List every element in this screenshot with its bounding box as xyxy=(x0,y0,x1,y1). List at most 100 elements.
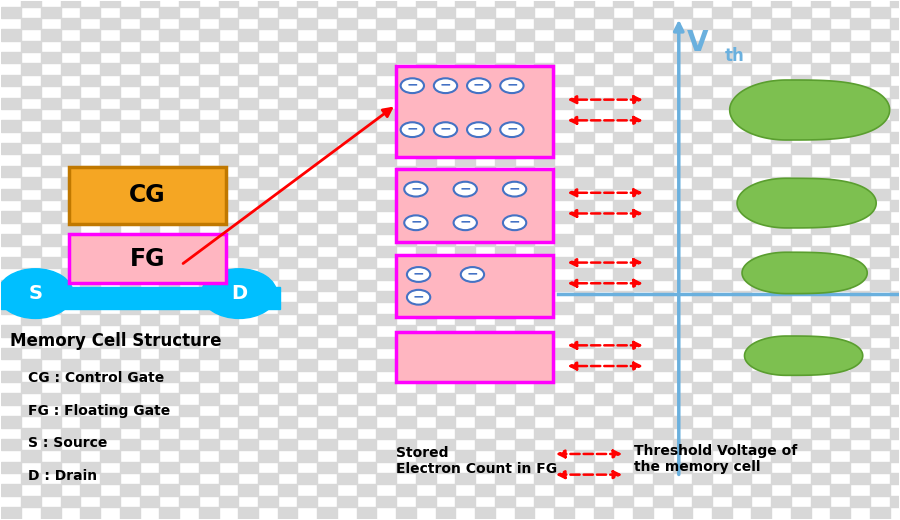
Bar xyxy=(889,154,900,166)
Bar xyxy=(436,303,455,314)
Bar xyxy=(120,257,140,268)
Bar xyxy=(811,291,831,303)
Bar xyxy=(732,268,752,280)
Bar xyxy=(2,257,21,268)
Bar xyxy=(159,98,179,109)
Bar xyxy=(219,359,238,371)
Bar xyxy=(21,154,40,166)
Bar xyxy=(652,336,672,348)
Bar xyxy=(870,416,889,427)
Bar xyxy=(850,268,870,280)
Bar xyxy=(495,496,515,507)
Bar xyxy=(60,63,80,75)
Bar xyxy=(712,143,732,154)
Bar xyxy=(574,427,594,439)
Bar xyxy=(850,314,870,325)
Bar xyxy=(356,52,376,63)
Bar xyxy=(831,212,850,223)
Bar xyxy=(179,268,199,280)
Bar xyxy=(21,314,40,325)
Bar xyxy=(219,496,238,507)
Bar xyxy=(120,52,140,63)
Bar xyxy=(712,439,732,450)
Bar xyxy=(60,473,80,485)
Bar xyxy=(199,325,219,336)
Bar xyxy=(298,223,317,234)
Bar xyxy=(140,314,159,325)
Bar xyxy=(752,234,771,245)
Bar xyxy=(238,257,258,268)
Bar xyxy=(554,143,574,154)
Bar xyxy=(712,120,732,132)
Bar xyxy=(100,314,120,325)
Bar xyxy=(337,336,356,348)
Bar xyxy=(732,336,752,348)
Bar xyxy=(80,120,100,132)
Bar xyxy=(317,325,337,336)
Bar xyxy=(791,75,811,86)
Bar xyxy=(594,280,613,291)
Bar xyxy=(652,41,672,52)
Bar xyxy=(100,0,120,7)
Bar xyxy=(278,485,298,496)
Bar xyxy=(258,200,278,212)
Bar xyxy=(672,280,692,291)
Bar xyxy=(436,52,455,63)
Bar xyxy=(889,382,900,394)
Bar xyxy=(376,132,396,143)
Bar xyxy=(554,257,574,268)
Bar xyxy=(278,394,298,405)
Bar xyxy=(21,382,40,394)
Bar xyxy=(594,166,613,177)
Bar xyxy=(179,359,199,371)
Bar xyxy=(159,507,179,518)
Bar xyxy=(752,325,771,336)
Bar xyxy=(811,132,831,143)
Bar xyxy=(436,166,455,177)
Bar xyxy=(179,223,199,234)
Bar xyxy=(771,496,791,507)
Bar xyxy=(535,473,554,485)
Bar xyxy=(811,427,831,439)
Bar xyxy=(100,291,120,303)
Bar xyxy=(140,132,159,143)
Bar xyxy=(475,257,495,268)
Bar xyxy=(40,143,60,154)
Bar xyxy=(100,427,120,439)
Bar xyxy=(495,63,515,75)
Bar xyxy=(594,7,613,18)
Bar xyxy=(298,359,317,371)
Bar xyxy=(21,405,40,416)
Bar xyxy=(771,177,791,189)
Bar xyxy=(179,86,199,98)
Bar xyxy=(594,98,613,109)
Bar xyxy=(495,245,515,257)
Bar xyxy=(515,462,535,473)
Bar xyxy=(278,52,298,63)
Bar xyxy=(80,29,100,41)
Bar xyxy=(120,280,140,291)
Bar xyxy=(40,303,60,314)
Bar xyxy=(278,212,298,223)
Bar xyxy=(80,507,100,518)
Ellipse shape xyxy=(500,79,524,93)
Bar xyxy=(791,371,811,382)
Bar xyxy=(535,314,554,325)
Ellipse shape xyxy=(467,122,491,137)
Bar xyxy=(278,75,298,86)
Bar xyxy=(633,280,652,291)
Text: −: − xyxy=(472,122,484,136)
Bar xyxy=(238,371,258,382)
Bar xyxy=(317,7,337,18)
Bar xyxy=(258,86,278,98)
Bar xyxy=(495,177,515,189)
Bar xyxy=(298,405,317,416)
Bar xyxy=(870,52,889,63)
Bar xyxy=(870,257,889,268)
Bar xyxy=(159,189,179,200)
Bar xyxy=(278,303,298,314)
Bar xyxy=(870,143,889,154)
Bar xyxy=(831,507,850,518)
Bar xyxy=(771,41,791,52)
Bar xyxy=(889,0,900,7)
